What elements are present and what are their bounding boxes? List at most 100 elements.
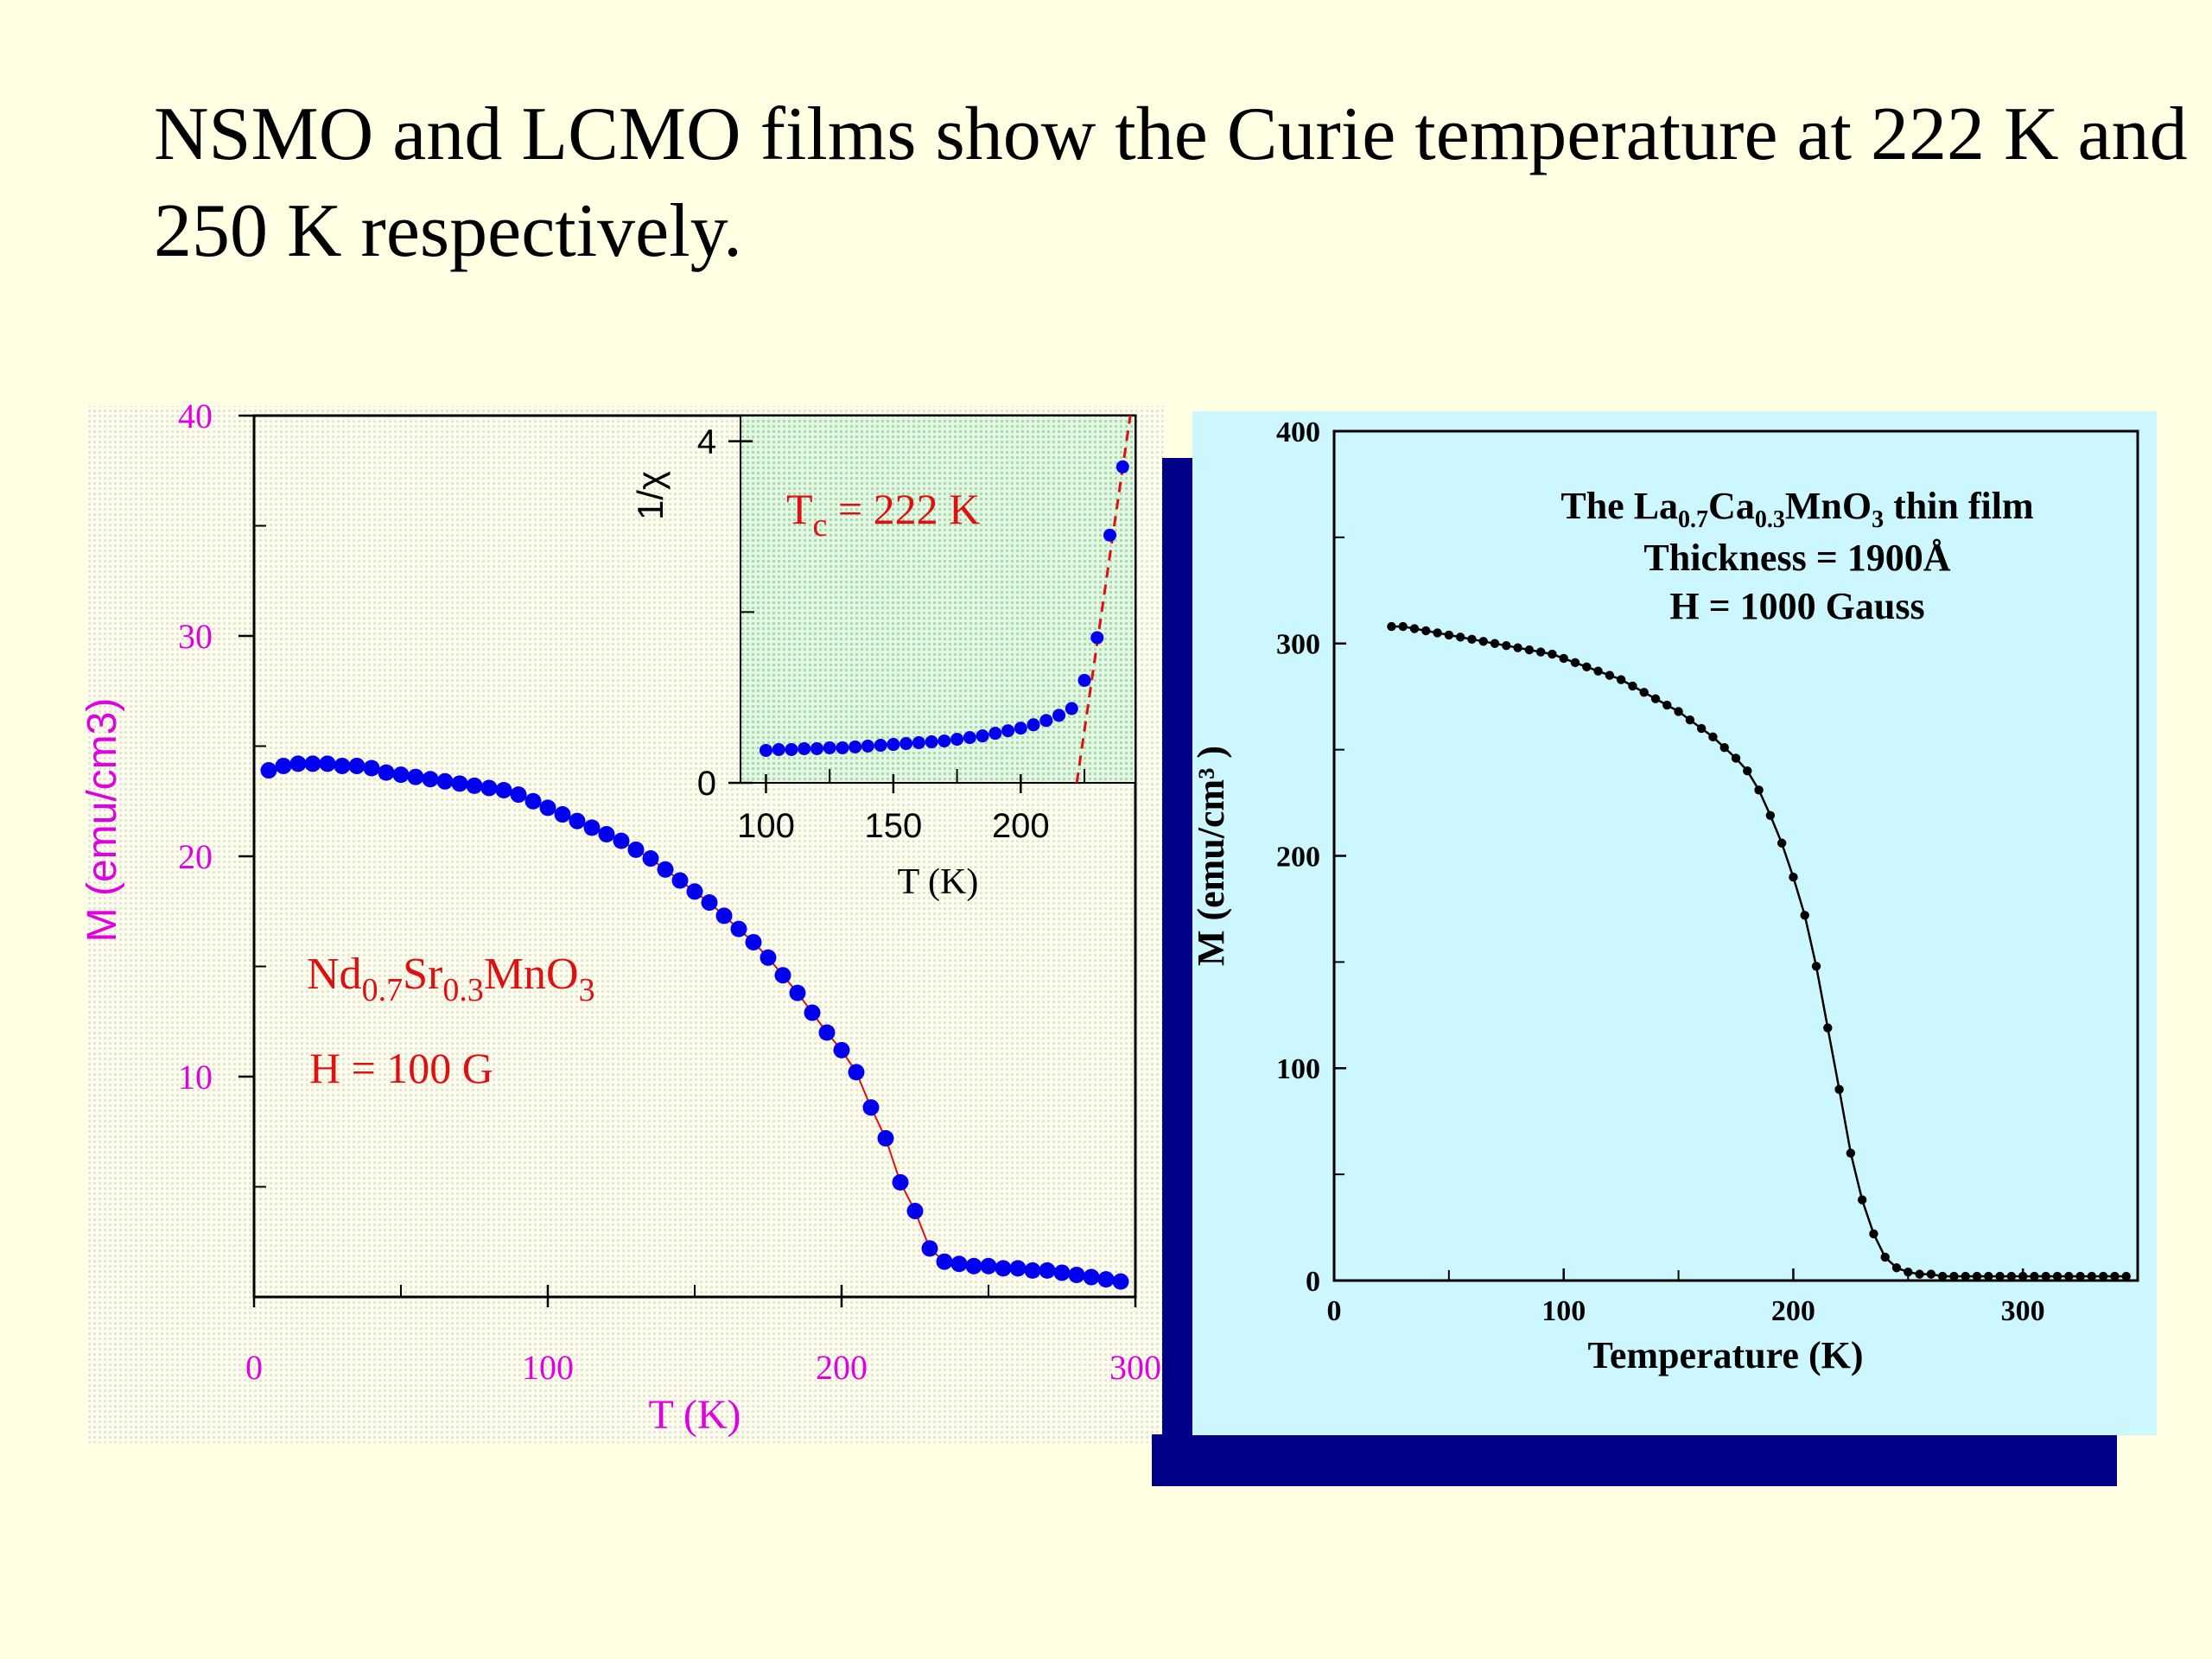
lcmo-data-point: [1731, 753, 1741, 763]
nsmo-main-x-axis-label: T (K): [648, 1392, 741, 1438]
nsmo-main-data-point: [275, 757, 292, 774]
nsmo-inset-data-point: [874, 739, 887, 753]
nsmo-main-data-point: [480, 779, 498, 797]
lcmo-data-point: [1937, 1271, 1948, 1281]
lcmo-data-point: [1880, 1252, 1890, 1262]
nsmo-main-data-point: [554, 806, 571, 823]
nsmo-main-data-point: [1097, 1271, 1115, 1288]
nsmo-inset-data-point: [836, 741, 849, 754]
nsmo-inset-y-tick-label: 0: [697, 765, 716, 803]
lcmo-annotation-line-2: Thickness = 1900Å: [1643, 537, 1950, 579]
nsmo-main-data-point: [334, 757, 351, 774]
lcmo-x-axis-label: Temperature (K): [1588, 1334, 1864, 1376]
lcmo-data-point: [2006, 1271, 2017, 1281]
nsmo-main-data-point: [466, 777, 483, 794]
nsmo-inset-data-point: [1116, 460, 1129, 474]
lcmo-data-point: [1490, 639, 1500, 648]
nsmo-inset-data-point: [950, 733, 964, 747]
lcmo-data-point: [1593, 666, 1603, 676]
lcmo-data-point: [1891, 1263, 1902, 1273]
lcmo-data-point: [1421, 626, 1431, 636]
nsmo-inset-data-point: [912, 736, 925, 750]
lcmo-data-point: [1674, 707, 1683, 716]
lcmo-data-point: [1616, 675, 1626, 684]
lcmo-x-tick-label: 300: [2001, 1295, 2045, 1327]
nsmo-main-data-point: [730, 920, 747, 938]
lcmo-data-point: [1662, 700, 1672, 710]
nsmo-inset-data-point: [988, 727, 1002, 741]
lcmo-y-tick-label: 0: [1306, 1266, 1320, 1298]
lcmo-data-point: [1639, 688, 1649, 697]
lcmo-y-tick-label: 300: [1276, 629, 1320, 661]
lcmo-shadow-bottom: [1152, 1434, 2117, 1486]
nsmo-inset-y-axis-label: 1/χ: [630, 471, 671, 520]
lcmo-data-point: [2052, 1271, 2063, 1281]
lcmo-x-tick-label: 200: [1771, 1295, 1815, 1327]
lcmo-data-point: [1811, 962, 1821, 971]
lcmo-data-point: [1478, 637, 1488, 646]
nsmo-main-y-tick-label: 20: [178, 837, 213, 876]
nsmo-main-y-axis-label: M (emu/cm3): [79, 698, 125, 943]
lcmo-data-point: [1444, 630, 1454, 640]
lcmo-data-point: [1524, 645, 1535, 655]
lcmo-data-point: [2098, 1271, 2108, 1281]
nsmo-main-data-point: [304, 755, 321, 772]
nsmo-main-data-point: [877, 1129, 894, 1147]
nsmo-inset-data-point: [772, 742, 785, 756]
nsmo-main-data-point: [980, 1257, 997, 1274]
lcmo-data-point: [2030, 1271, 2039, 1281]
nsmo-main-data-point: [833, 1041, 850, 1058]
nsmo-inset-data-point: [976, 729, 989, 743]
lcmo-data-point: [1455, 632, 1465, 642]
nsmo-main-x-tick-label: 200: [816, 1348, 868, 1387]
nsmo-main-data-point: [921, 1240, 938, 1257]
nsmo-inset-data-point: [798, 741, 811, 755]
nsmo-inset-fit-line: [1075, 415, 1132, 784]
lcmo-chart: 0 100 200 300 0 100 200 300 400 Temperature (K) M …: [1190, 416, 2139, 1376]
nsmo-inset-data-point: [1027, 718, 1040, 732]
nsmo-main-data-point: [1009, 1260, 1027, 1277]
lcmo-data-point: [1857, 1195, 1867, 1205]
nsmo-inset-data-point: [925, 735, 938, 749]
nsmo-inset-data-point: [1001, 724, 1015, 738]
nsmo-inset-data-point: [1052, 709, 1066, 722]
nsmo-main-data-point: [598, 826, 615, 842]
lcmo-annotation-line-1: The La0.7Ca0.3MnO3 thin film: [1560, 485, 2033, 533]
nsmo-inset-data-point: [1014, 721, 1027, 735]
nsmo-main-data-point: [289, 755, 307, 772]
lcmo-data-point: [1513, 643, 1522, 652]
nsmo-main-x-tick-label: 100: [522, 1348, 574, 1387]
lcmo-x-tick-label: 100: [1541, 1295, 1586, 1327]
nsmo-main-data-point: [363, 760, 380, 777]
lcmo-data-point: [1972, 1271, 1982, 1281]
nsmo-main-data-point: [1068, 1267, 1085, 1283]
lcmo-data-point: [1409, 624, 1420, 633]
nsmo-inset-data-point: [861, 740, 874, 753]
nsmo-inset-frame: [740, 415, 1136, 784]
nsmo-inset-data-point: [1103, 528, 1117, 542]
lcmo-data-point: [1582, 662, 1592, 671]
nsmo-inset-y-tick-label: 4: [697, 423, 716, 461]
nsmo-main-data-point: [789, 984, 806, 1001]
lcmo-shadow-left: [1162, 458, 1197, 1486]
lcmo-data-point: [2121, 1271, 2131, 1281]
nsmo-main-data-point: [760, 949, 777, 966]
nsmo-main-data-point: [745, 933, 762, 950]
nsmo-main-data-point: [1083, 1268, 1100, 1286]
nsmo-main-data-point: [701, 894, 718, 912]
nsmo-main-data-point: [1112, 1273, 1129, 1290]
lcmo-data-point: [2075, 1271, 2085, 1281]
nsmo-main-y-tick-label: 30: [178, 617, 213, 656]
nsmo-main-data-point: [495, 782, 512, 798]
nsmo-inset-x-tick-label: 150: [865, 807, 923, 845]
lcmo-data-point: [1823, 1023, 1833, 1033]
nsmo-inset-x-axis-label: T (K): [898, 862, 979, 902]
lcmo-data-point: [1743, 766, 1752, 776]
lcmo-data-point: [1869, 1229, 1878, 1239]
nsmo-inset-data-point: [1090, 631, 1104, 645]
lcmo-panel: [1192, 411, 2157, 1435]
nsmo-main-data-point: [524, 792, 542, 810]
lcmo-data-point: [1765, 810, 1776, 821]
nsmo-inset-data-point: [887, 738, 900, 752]
nsmo-main-data-point: [848, 1064, 865, 1081]
